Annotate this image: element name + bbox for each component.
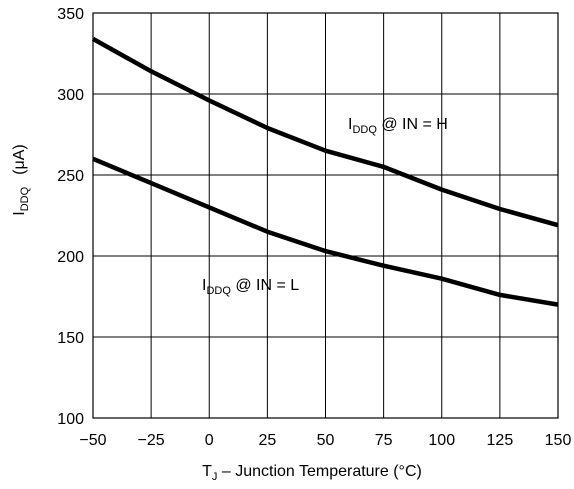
series-label-in-l-rest: @ IN = L <box>231 277 299 294</box>
y-axis-label-main: I <box>11 211 28 215</box>
y-axis-label: IDDQ (μA) <box>11 144 31 215</box>
x-axis-ticks: −50 −25 0 25 50 75 100 125 150 <box>79 432 571 449</box>
x-tick-label: −50 <box>79 432 106 449</box>
x-tick-label: 150 <box>545 432 572 449</box>
series-label-in-l-sub: DDQ <box>206 285 231 297</box>
y-tick-label: 300 <box>57 87 84 104</box>
x-axis-label-sub: J <box>212 471 218 483</box>
y-tick-label: 350 <box>57 6 84 23</box>
series-label-in-h-main: I <box>348 116 352 133</box>
y-axis-label-sub: DDQ <box>19 186 31 211</box>
series-line-in-l <box>92 156 559 307</box>
y-tick-label: 200 <box>57 249 84 266</box>
y-axis-ticks: 100 150 200 250 300 350 <box>57 6 84 428</box>
series-line-in-h <box>91 36 559 228</box>
x-tick-label: 25 <box>258 432 276 449</box>
y-tick-label: 250 <box>57 168 84 185</box>
grid <box>93 13 558 418</box>
plot-frame <box>92 12 559 419</box>
x-tick-label: 100 <box>428 432 455 449</box>
series-label-in-l: IDDQ @ IN = L <box>202 277 299 297</box>
x-axis-label-main: T <box>202 463 212 480</box>
x-tick-label: 0 <box>205 432 214 449</box>
y-tick-label: 100 <box>57 411 84 428</box>
x-axis-label-rest: – Junction Temperature (°C) <box>217 463 421 480</box>
x-tick-label: 125 <box>487 432 514 449</box>
series-label-in-h-sub: DDQ <box>352 124 377 136</box>
x-tick-label: 50 <box>317 432 335 449</box>
x-tick-label: −25 <box>138 432 165 449</box>
x-tick-label: 75 <box>375 432 393 449</box>
series-lines <box>91 36 559 307</box>
y-tick-label: 150 <box>57 330 84 347</box>
x-axis-label: TJ – Junction Temperature (°C) <box>202 463 422 483</box>
y-axis-label-rest: (μA) <box>11 144 28 175</box>
series-label-in-h: IDDQ @ IN = H <box>348 116 448 136</box>
series-label-in-l-main: I <box>202 277 206 294</box>
series-label-in-h-rest: @ IN = H <box>377 116 448 133</box>
